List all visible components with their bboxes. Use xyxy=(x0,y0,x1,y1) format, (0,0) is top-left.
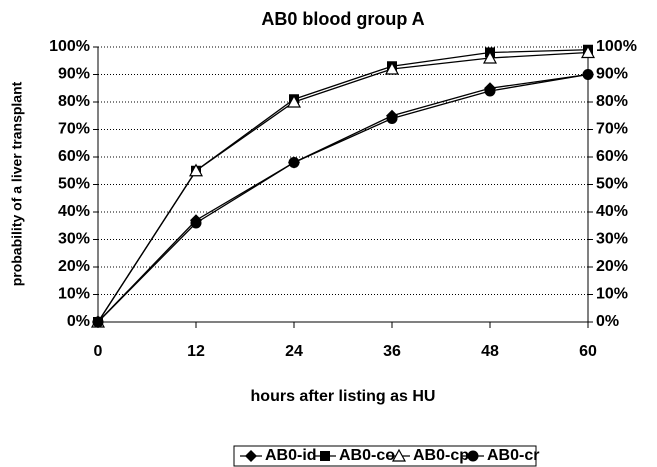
marker xyxy=(92,316,104,328)
y2-tick-label: 70% xyxy=(596,121,628,138)
y-tick-label: 60% xyxy=(58,148,90,165)
x-tick-label: 12 xyxy=(187,343,205,360)
y-tick-label: 20% xyxy=(58,258,90,275)
x-tick-label: 48 xyxy=(481,343,499,360)
series-line xyxy=(97,73,589,323)
y-tick-label: 90% xyxy=(58,66,90,83)
marker xyxy=(188,163,204,177)
legend-label: AB0-cp xyxy=(413,447,469,464)
y-tick-label: 100% xyxy=(49,38,90,55)
marker xyxy=(190,217,202,229)
marker xyxy=(391,448,407,462)
marker xyxy=(467,450,479,462)
legend-label: AB0-id xyxy=(265,447,317,464)
y-tick-label: 50% xyxy=(58,176,90,193)
marker xyxy=(386,113,398,124)
marker xyxy=(484,85,496,97)
chart-title: AB0 blood group A xyxy=(261,9,424,29)
x-tick-label: 0 xyxy=(94,343,103,360)
y2-tick-label: 80% xyxy=(596,93,628,110)
y2-tick-label: 30% xyxy=(596,231,628,248)
x-axis-label: hours after listing as HU xyxy=(251,388,436,405)
y-axis-label: probability of a liver transplant xyxy=(9,81,25,286)
legend-label: AB0-co xyxy=(339,447,395,464)
y-tick-label: 80% xyxy=(58,93,90,110)
y-tick-label: 0% xyxy=(67,313,90,330)
marker xyxy=(286,94,302,108)
series-line xyxy=(97,51,589,323)
y-tick-label: 10% xyxy=(58,286,90,303)
y2-tick-label: 10% xyxy=(596,286,628,303)
y2-tick-label: 100% xyxy=(596,38,637,55)
legend-label: AB0-cr xyxy=(487,447,539,464)
y2-tick-label: 60% xyxy=(596,148,628,165)
marker xyxy=(580,45,596,59)
y2-tick-label: 0% xyxy=(596,313,619,330)
series-line xyxy=(97,73,589,323)
marker xyxy=(384,61,400,75)
legend-box xyxy=(233,445,537,467)
x-tick-label: 60 xyxy=(579,343,597,360)
x-tick-label: 24 xyxy=(285,343,303,360)
marker xyxy=(582,69,594,80)
marker xyxy=(288,157,300,168)
y2-tick-label: 90% xyxy=(596,66,628,83)
y-tick-label: 40% xyxy=(58,203,90,220)
x-tick-label: 36 xyxy=(383,343,401,360)
y2-tick-label: 40% xyxy=(596,203,628,220)
marker xyxy=(320,451,330,461)
y-tick-label: 30% xyxy=(58,231,90,248)
marker xyxy=(482,50,498,64)
y2-tick-label: 20% xyxy=(596,258,628,275)
y-tick-label: 70% xyxy=(58,121,90,138)
series-line xyxy=(97,49,589,323)
marker xyxy=(245,450,257,462)
y2-tick-label: 50% xyxy=(596,176,628,193)
